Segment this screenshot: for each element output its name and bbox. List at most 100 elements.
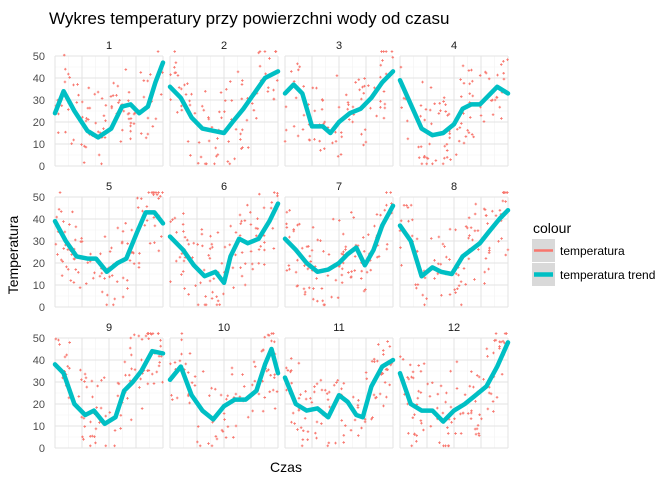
temperature-point (353, 269, 357, 272)
temperature-point (477, 432, 481, 435)
temperature-point (80, 378, 83, 382)
temperature-point (251, 383, 254, 387)
temperature-point (315, 382, 319, 386)
temperature-point (300, 444, 304, 448)
temperature-point (126, 287, 129, 290)
temperature-point (339, 153, 343, 156)
legend-entry: temperatura trend (532, 263, 655, 286)
temperature-point (495, 96, 499, 99)
facet-panel-11: 11 (282, 322, 396, 449)
temperature-point (264, 72, 267, 76)
temperature-point (60, 104, 64, 108)
temperature-point (200, 104, 204, 108)
facet-label: 7 (336, 181, 342, 193)
temperature-point (115, 280, 119, 283)
temperature-point (210, 444, 214, 448)
temperature-point (401, 358, 405, 361)
temperature-point (142, 95, 146, 99)
temperature-point (245, 118, 249, 122)
temperature-point (257, 392, 261, 396)
temperature-point (66, 248, 70, 251)
x-axis-title: Czas (270, 459, 302, 475)
temperature-point (464, 283, 467, 286)
temperature-point (83, 380, 86, 383)
temperature-point (289, 357, 293, 360)
temperature-point (446, 114, 449, 117)
y-tick-label: 10 (33, 139, 45, 151)
temperature-point (225, 87, 228, 91)
facet-label: 2 (221, 40, 227, 52)
temperature-point (488, 249, 491, 252)
temperature-point (129, 418, 133, 422)
temperature-point (350, 270, 353, 273)
temperature-point (268, 390, 272, 394)
temperature-point (130, 367, 133, 371)
facet-label: 5 (106, 181, 112, 193)
temperature-point (386, 340, 389, 343)
temperature-point (506, 248, 510, 252)
temperature-point (155, 370, 159, 374)
temperature-point (220, 116, 223, 120)
temperature-point (340, 267, 344, 271)
temperature-point (184, 93, 188, 96)
temperature-point (140, 197, 143, 200)
temperature-point (433, 102, 436, 106)
temperature-point (116, 394, 120, 398)
temperature-trend-line (282, 357, 396, 420)
temperature-point (186, 238, 189, 242)
temperature-point (423, 276, 427, 280)
temperature-point (157, 191, 160, 194)
temperature-point (86, 261, 90, 264)
temperature-point (440, 294, 443, 297)
temperature-point (472, 385, 475, 389)
temperature-point (459, 78, 462, 81)
temperature-point (365, 270, 369, 274)
temperature-point (68, 76, 71, 79)
temperature-point (293, 422, 296, 425)
facet-label: 4 (451, 40, 457, 52)
temperature-point (441, 411, 445, 415)
temperature-point (239, 266, 242, 270)
temperature-point (383, 381, 387, 384)
temperature-point (462, 267, 466, 270)
temperature-point (500, 372, 504, 376)
temperature-point (252, 108, 256, 112)
temperature-point (132, 251, 135, 255)
temperature-point (416, 396, 420, 400)
facet-label: 3 (336, 40, 342, 52)
temperature-point (102, 127, 105, 130)
temperature-point (261, 409, 265, 413)
temperature-point (192, 241, 196, 245)
temperature-point (140, 358, 143, 362)
temperature-point (72, 138, 75, 142)
temperature-point (229, 80, 232, 83)
temperature-point (356, 403, 360, 407)
temperature-point (262, 206, 266, 210)
temperature-point (370, 360, 374, 363)
temperature-point (477, 375, 481, 379)
temperature-point (151, 125, 155, 128)
temperature-point (347, 271, 350, 274)
temperature-point (146, 132, 150, 136)
temperature-point (498, 209, 502, 212)
temperature-point (81, 115, 84, 119)
y-tick-label: 20 (33, 399, 45, 411)
temperature-point (473, 278, 476, 281)
temperature-point (327, 390, 331, 394)
temperature-point (276, 194, 279, 198)
temperature-point (161, 380, 164, 384)
temperature-point (437, 112, 441, 115)
temperature-point (309, 260, 313, 263)
temperature-point (70, 142, 73, 145)
y-tick-label: 0 (39, 302, 45, 314)
temperature-point (473, 212, 477, 216)
temperature-point (233, 157, 236, 161)
temperature-point (441, 162, 445, 166)
temperature-point (139, 132, 143, 135)
temperature-point (461, 411, 465, 415)
temperature-point (201, 244, 204, 248)
temperature-point (218, 303, 222, 306)
temperature-point (295, 284, 299, 288)
temperature-point (81, 435, 84, 439)
temperature-point (128, 259, 132, 262)
